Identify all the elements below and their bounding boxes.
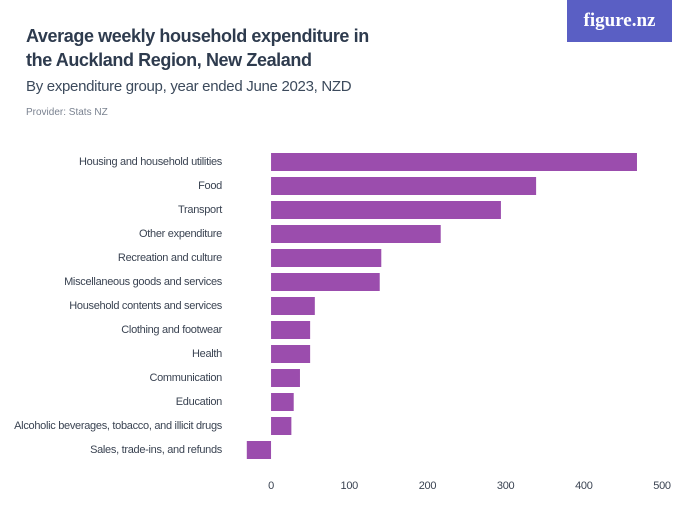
chart-title: Average weekly household expenditure in …: [26, 26, 369, 70]
y-tick-label: Clothing and footwear: [121, 324, 222, 336]
y-tick-label: Food: [198, 180, 222, 192]
bar: [246, 441, 272, 459]
y-tick-label: Alcoholic beverages, tobacco, and illici…: [14, 420, 223, 432]
bar: [271, 177, 537, 195]
bar: [271, 297, 315, 315]
bar: [271, 345, 311, 363]
bar: [271, 249, 382, 267]
x-tick-label: 400: [575, 480, 593, 492]
y-tick-label: Transport: [178, 204, 222, 216]
x-tick-label: 500: [653, 480, 671, 492]
y-tick-label: Health: [192, 348, 222, 360]
bar: [271, 393, 294, 411]
x-tick-label: 200: [419, 480, 437, 492]
logo[interactable]: figure.nz: [567, 0, 672, 42]
y-tick-label: Housing and household utilities: [79, 156, 223, 168]
y-tick-label: Education: [176, 396, 222, 408]
bar: [271, 201, 501, 219]
y-tick-label: Recreation and culture: [118, 252, 222, 264]
bar: [271, 273, 380, 291]
y-tick-label: Communication: [149, 372, 222, 384]
provider: Provider: Stats NZ: [26, 107, 108, 118]
bar: [271, 225, 441, 243]
y-tick-label: Household contents and services: [69, 300, 223, 312]
chart-subtitle: By expenditure group, year ended June 20…: [26, 78, 352, 95]
x-tick-label: 100: [341, 480, 359, 492]
bar: [271, 153, 637, 171]
x-tick-label: 300: [497, 480, 515, 492]
y-tick-label: Miscellaneous goods and services: [64, 276, 223, 288]
bar: [271, 369, 300, 387]
bar: [271, 417, 292, 435]
y-tick-label: Other expenditure: [139, 228, 222, 240]
bar: [271, 321, 311, 339]
y-tick-label: Sales, trade-ins, and refunds: [90, 444, 223, 456]
x-tick-label: 0: [268, 480, 274, 492]
